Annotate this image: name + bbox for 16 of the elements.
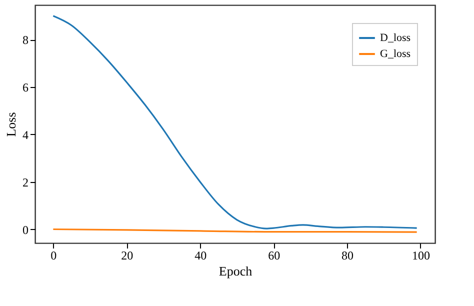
y-tick-label: 6 [22,80,28,95]
y-tick-label: 2 [22,175,28,190]
x-axis-title: Epoch [218,264,253,278]
x-tick-label: 0 [50,248,57,262]
legend-label: D_loss [380,32,411,44]
y-tick-label: 8 [22,33,28,48]
legend-label: G_loss [380,48,411,60]
x-tick-label: 80 [342,248,354,262]
x-tick-label: 20 [121,248,134,262]
line-series [52,15,418,230]
x-tick-label: 60 [268,248,280,262]
y-tick-label: 0 [22,222,28,237]
y-tick-label: 4 [22,128,28,142]
x-tick-label: 40 [194,248,207,262]
y-axis-title: Loss [4,112,18,137]
x-tick-label: 100 [412,248,430,262]
